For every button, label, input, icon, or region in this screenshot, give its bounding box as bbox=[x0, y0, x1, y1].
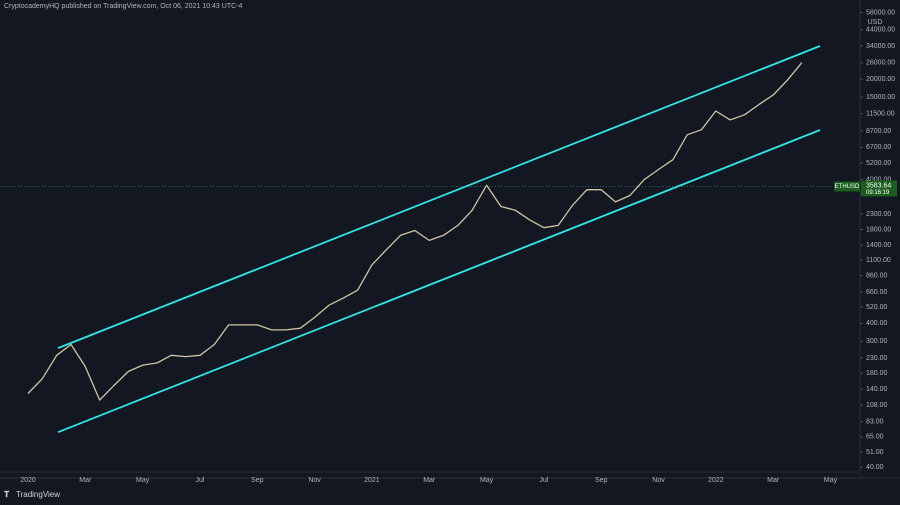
y-tick-label: 4000.00 bbox=[866, 176, 891, 183]
currency: USD bbox=[868, 19, 883, 26]
logo-icon: 𝐓 bbox=[4, 490, 10, 499]
y-tick-label: 15000.00 bbox=[866, 94, 895, 101]
x-tick-label: 2022 bbox=[708, 477, 724, 484]
y-tick-label: 58000.00 bbox=[866, 9, 895, 16]
y-tick-label: 1400.00 bbox=[866, 242, 891, 249]
price-tag-bg bbox=[861, 180, 897, 197]
y-tick-label: 860.00 bbox=[866, 272, 888, 279]
x-tick-label: Jul bbox=[195, 477, 204, 484]
y-tick-label: 400.00 bbox=[866, 320, 888, 327]
y-tick-label: 1800.00 bbox=[866, 226, 891, 233]
x-tick-label: Mar bbox=[767, 477, 780, 484]
y-tick-label: 40.00 bbox=[866, 464, 884, 471]
y-tick-label: 520.00 bbox=[866, 304, 888, 311]
y-tick-label: 140.00 bbox=[866, 386, 888, 393]
y-tick-label: 230.00 bbox=[866, 355, 888, 362]
price-tag: 3583.64 bbox=[866, 182, 891, 189]
y-tick-label: 1100.00 bbox=[866, 257, 891, 264]
symbol-tag: ETHUSD bbox=[835, 184, 860, 190]
x-tick-label: May bbox=[480, 477, 494, 484]
y-tick-label: 6700.00 bbox=[866, 144, 891, 151]
x-tick-label: Mar bbox=[79, 477, 92, 484]
header: CryptocademyHQ published on TradingView.… bbox=[4, 3, 242, 10]
y-tick-label: 5200.00 bbox=[866, 160, 891, 167]
y-tick-label: 180.00 bbox=[866, 370, 888, 377]
x-tick-label: 2020 bbox=[20, 477, 36, 484]
x-tick-label: May bbox=[824, 477, 838, 484]
y-tick-label: 83.00 bbox=[866, 418, 884, 425]
y-tick-label: 65.00 bbox=[866, 434, 884, 441]
trend-line bbox=[57, 45, 821, 349]
y-tick-label: 8700.00 bbox=[866, 128, 891, 135]
y-tick-label: 26000.00 bbox=[866, 60, 895, 67]
y-tick-label: 51.00 bbox=[866, 449, 884, 456]
y-tick-label: 300.00 bbox=[866, 338, 888, 345]
y-tick-label: 20000.00 bbox=[866, 76, 895, 83]
symbol-tag-bg bbox=[834, 181, 860, 192]
x-tick-label: May bbox=[136, 477, 150, 484]
x-tick-label: Mar bbox=[423, 477, 436, 484]
y-tick-label: 2300.00 bbox=[866, 211, 891, 218]
price-line bbox=[27, 62, 803, 401]
x-tick-label: Jul bbox=[539, 477, 548, 484]
footer: TradingView bbox=[16, 490, 60, 499]
y-tick-label: 108.00 bbox=[866, 402, 888, 409]
y-tick-label: 34000.00 bbox=[866, 43, 895, 50]
x-tick-label: Nov bbox=[652, 477, 665, 484]
y-tick-label: 660.00 bbox=[866, 289, 888, 296]
y-tick-label: 44000.00 bbox=[866, 27, 895, 34]
x-tick-label: 2021 bbox=[364, 477, 380, 484]
x-tick-label: Nov bbox=[308, 477, 321, 484]
countdown: 09:16:19 bbox=[866, 190, 890, 196]
x-tick-label: Sep bbox=[595, 477, 608, 484]
trend-line bbox=[57, 129, 821, 434]
y-tick-label: 11500.00 bbox=[866, 111, 895, 118]
x-tick-label: Sep bbox=[251, 477, 264, 484]
